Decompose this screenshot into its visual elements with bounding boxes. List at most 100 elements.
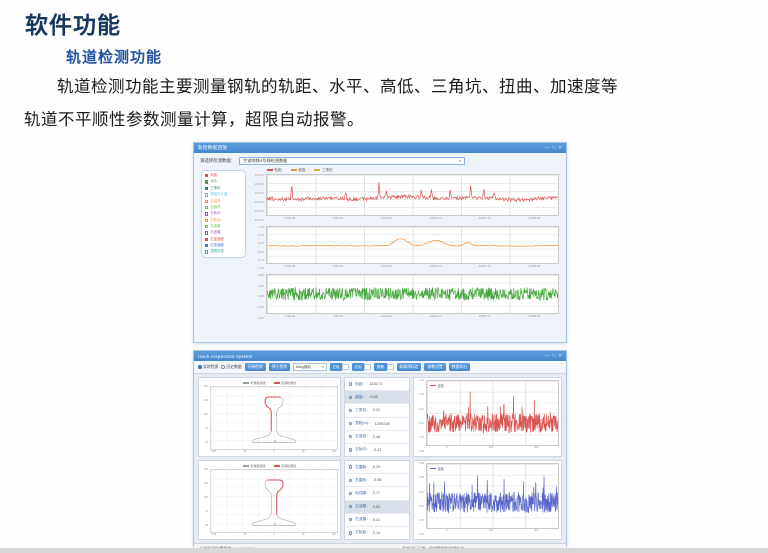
sidebar-legend-item[interactable]: 左高低 (205, 198, 242, 204)
sidebar-legend-label: 右加速度 (210, 243, 224, 248)
dataset-select[interactable]: 宁波地铁4号线检测数据 ▾ (239, 156, 466, 165)
parameter-row[interactable]: 轨距： 1435.72 (345, 378, 409, 392)
charts-column: 轨距 超高 三角坑 1436.5 1436.0 1435.5 1435.0 1434.5 14… (252, 166, 559, 324)
toolbar-toggle[interactable]: 右轨 (352, 363, 372, 371)
x-axis-tick: 3732.18 7463.52 11194.86 14926.20 18657.54 22… (266, 314, 559, 320)
parameter-label: 左轨向： (355, 447, 370, 452)
chart-plot[interactable] (266, 274, 559, 314)
sidebar-legend-item[interactable]: 三角坑 (205, 186, 242, 192)
series-legend-item[interactable]: 三角坑 (314, 168, 333, 173)
series-legend-item: 波磨 (430, 466, 444, 471)
x-axis-tick-label: 200 (488, 446, 494, 449)
chart-legend: 标准轨廓线 实测轨廓线 (201, 380, 338, 386)
sidebar-legend-item[interactable]: 左轨向 (205, 211, 242, 217)
parameter-row[interactable]: 左磨耗： 0.29 (345, 461, 409, 475)
parameter-label: 三角坑： (355, 407, 370, 412)
parameter-row[interactable]: 左轨距： 0.14 (345, 527, 409, 539)
y-axis-tick-label: 1435.0 (254, 199, 264, 204)
toolbar-button[interactable]: 轨廓线标定 (396, 363, 422, 371)
toolbar-radio[interactable]: 历史数据 (221, 365, 242, 370)
sidebar-legend-item[interactable]: 右轨向 (205, 218, 242, 224)
rail-profile-plot[interactable] (210, 386, 338, 450)
maximize-icon[interactable]: □ (552, 352, 556, 358)
x-axis-tick-label: 14926.20 (429, 314, 442, 318)
parameter-label: 左波磨： (355, 504, 370, 509)
sidebar-legend-item[interactable]: 右高低 (205, 205, 242, 211)
legend-dash-icon (430, 384, 436, 387)
sidebar-legend-item[interactable]: 轨距 (205, 173, 242, 179)
y-axis-tick-label: 0.35 (418, 462, 424, 465)
parameter-row[interactable]: 右磨耗： -0.08 (345, 474, 409, 488)
x-axis-tick-label: 3732.18 (284, 314, 296, 318)
y-axis-tick-label: 70 (205, 510, 208, 514)
series-legend-item[interactable]: 轨距 (267, 168, 282, 173)
chart-plot[interactable] (266, 226, 559, 264)
close-icon[interactable]: ✕ (558, 352, 562, 358)
parameter-row[interactable]: 左轨向： -0.21 (345, 444, 409, 456)
x-axis-tick-label: 50 (301, 450, 305, 453)
parameter-row[interactable]: 轨顶磨： 0.17 (345, 487, 409, 501)
parameter-label: 右波磨： (355, 517, 370, 522)
chevron-down-icon: ▾ (459, 158, 462, 163)
y-axis-tick-label: 0.50 (257, 273, 264, 277)
parameter-row[interactable]: 右波磨： 0.31 (345, 514, 409, 527)
window-titlebar[interactable]: track inspection system — □ ✕ (194, 351, 566, 361)
toolbar-button[interactable]: 数据导出 (448, 363, 470, 371)
sidebar-legend-item[interactable]: 左波磨 (205, 224, 242, 230)
sidebar-legend-label: 左高低 (210, 198, 221, 203)
x-axis-tick-label: 3732.18 (284, 264, 296, 268)
toolbar-button[interactable]: 参数设置 (424, 363, 446, 371)
sidebar-legend-item[interactable]: 左加速度 (205, 237, 242, 243)
parameter-row[interactable]: 左波磨： 0.62 (345, 500, 409, 514)
y-axis-tick-label: 0.35 (418, 379, 424, 382)
parameter-row[interactable]: 超高： -0.85 (345, 391, 409, 405)
sidebar-legend-label: 右轨向 (210, 217, 221, 222)
sidebar-legend-item[interactable]: 水平 (205, 179, 242, 185)
toolbar-button[interactable]: 开始检测 (244, 363, 266, 371)
series-legend-item: 实测轨廓线 (273, 464, 296, 468)
toolbar-button[interactable]: 停止检测 (268, 363, 290, 371)
parameter-value: 0.29 (372, 465, 381, 470)
parameter-value: -0.08 (372, 478, 382, 483)
maximize-icon[interactable]: □ (552, 144, 556, 150)
legend-color-swatch (205, 237, 209, 242)
sidebar-legend-item[interactable]: 超高设计值 (205, 192, 242, 198)
radio-icon (349, 505, 353, 509)
close-icon[interactable]: ✕ (558, 144, 562, 150)
y-axis-tick-label: 0.21 (418, 407, 424, 411)
x-axis-tick-label: 22388.88 (528, 264, 541, 268)
parameter-row[interactable]: 三角坑： 0.32 (345, 404, 409, 418)
rail-profile-plot[interactable] (210, 469, 338, 533)
chart-legend: 标准轨廓线 实测轨廓线 (201, 463, 338, 469)
toolbar-toggle[interactable]: 左轨 (329, 363, 350, 371)
toolbar-toggle[interactable]: 报警 (374, 363, 394, 371)
parameter-row[interactable]: 左高低： 0.46 (345, 431, 409, 444)
chart-legend: 波磨 (430, 383, 444, 388)
toolbar-select[interactable]: 60kg钢轨 ▾ (292, 363, 327, 371)
minimize-icon[interactable]: — (545, 144, 550, 150)
series-legend-item[interactable]: 超高 (290, 168, 305, 173)
chart-plot[interactable]: 波磨 (426, 380, 559, 446)
sidebar-legend-item[interactable]: 右加速度 (205, 243, 242, 249)
sidebar-legend-item[interactable]: 右波磨 (205, 230, 242, 236)
x-axis-tick-label: 22388.88 (528, 314, 541, 318)
x-axis-tick-label: 0 (273, 450, 276, 453)
y-axis-tick-label: 0.14 (418, 504, 424, 508)
parameter-value: 0.31 (372, 517, 381, 522)
radio-icon (349, 491, 353, 496)
chart-plot[interactable]: 波磨 (426, 463, 559, 529)
legend-color-swatch (205, 244, 209, 248)
chart-plot[interactable] (266, 174, 559, 216)
x-axis-tick-label: 22388.88 (528, 216, 541, 220)
legend-dash-icon (430, 467, 436, 470)
sidebar-legend-item[interactable]: 里程信息 (205, 249, 242, 255)
parameter-label: 右磨耗： (355, 477, 370, 482)
toolbar-radio[interactable]: 实时检测 (198, 365, 218, 370)
window-title: 轨检数据回放 (198, 145, 228, 150)
parameter-row[interactable]: 里程(m)： 12053.80 (345, 418, 409, 431)
window-titlebar[interactable]: 轨检数据回放 — □ ✕ (194, 143, 566, 153)
x-axis-tick-label: 18657.54 (478, 264, 491, 268)
minimize-icon[interactable]: — (545, 352, 550, 358)
parameter-value: 0.46 (372, 434, 381, 439)
